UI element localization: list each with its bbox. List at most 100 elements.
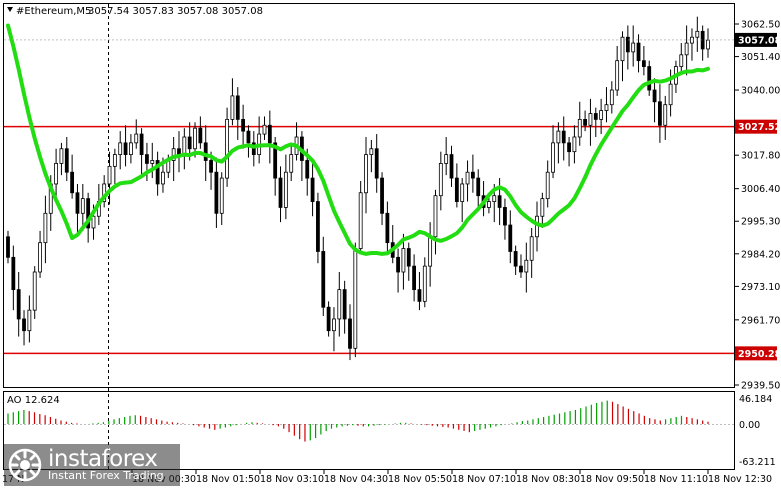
candle-body	[16, 289, 21, 320]
ohlc-readout: 3057.54 3057.83 3057.08 3057.08	[88, 6, 263, 17]
candle-body	[38, 242, 42, 273]
time-tick-label: 18 Nov 08:30	[516, 474, 580, 485]
candle-body	[497, 195, 502, 208]
candle-body	[139, 133, 144, 156]
candle-body	[364, 154, 368, 194]
candle-body	[487, 201, 491, 208]
ao-indicator-label: AO 12.624	[7, 395, 60, 406]
candle-body	[310, 177, 315, 202]
candle-body	[369, 148, 374, 156]
candle-body	[524, 259, 529, 273]
candle-body	[529, 236, 534, 261]
ao-tick-bottom: -63.211	[739, 457, 776, 468]
symbol-dropdown-icon[interactable]	[7, 7, 13, 12]
level-price-label: 3027.52	[738, 122, 781, 133]
price-tick-label: 3051.40	[741, 52, 780, 63]
candle-body	[663, 104, 668, 126]
candle-body	[86, 198, 91, 229]
candle-body	[182, 136, 187, 156]
candle-body	[219, 177, 224, 214]
level-price-badge	[735, 119, 777, 134]
candle-body	[107, 165, 112, 185]
candle-body	[577, 118, 582, 138]
candle-body	[283, 171, 288, 208]
instaforex-logo-icon	[8, 448, 42, 482]
candle-body	[503, 207, 507, 226]
candle-body	[273, 142, 278, 179]
candle-body	[209, 160, 213, 173]
price-tick-label: 2939.50	[741, 381, 780, 392]
candle-body	[422, 265, 427, 302]
candle-body	[171, 148, 176, 161]
candle-body	[262, 124, 267, 135]
candle-body	[332, 318, 336, 332]
moving-average-line	[6, 23, 710, 256]
candle-body	[64, 148, 69, 173]
price-tick-label: 3006.40	[741, 184, 780, 195]
candle-body	[129, 142, 133, 156]
price-axis: 3062.50 3051.40 3040.00 3017.80 3006.40 2995.…	[735, 20, 780, 392]
candle-body	[161, 171, 165, 185]
candle-body	[620, 36, 625, 62]
candle-body	[684, 42, 689, 56]
candle-body	[358, 192, 363, 249]
candle-body	[647, 66, 652, 91]
ao-histogram	[7, 400, 709, 442]
candle-body	[134, 133, 139, 144]
candle-body	[535, 215, 539, 238]
watermark-tagline: Instant Forex Trading	[48, 469, 164, 482]
candle-body	[267, 124, 272, 144]
candle-body	[652, 89, 657, 103]
price-tick-label: 2995.30	[741, 217, 780, 228]
candle-body	[316, 201, 320, 252]
candle-body	[321, 251, 326, 308]
candle-body	[187, 136, 192, 150]
candle-body	[508, 224, 513, 252]
candle-body	[230, 95, 235, 120]
candle-body	[374, 148, 379, 179]
candle-body	[465, 171, 470, 185]
candle-body	[401, 248, 406, 273]
time-tick-label: 18 Nov 09:50	[580, 474, 644, 485]
candle-body	[6, 236, 10, 258]
candle-body	[70, 171, 75, 194]
candle-body	[59, 148, 64, 164]
current-price-marker: 3057.08	[4, 32, 781, 47]
candle-body	[593, 113, 598, 120]
candle-body	[22, 318, 26, 332]
main-pane-frame	[3, 3, 735, 388]
candle-body	[54, 163, 58, 185]
candle-body	[80, 198, 85, 214]
candle-body	[32, 271, 37, 311]
candle-body	[278, 177, 283, 208]
candle-body	[241, 118, 246, 132]
candle-body	[43, 212, 48, 244]
candle-body	[396, 256, 400, 273]
candle-body	[492, 195, 497, 202]
candle-body	[636, 42, 641, 62]
candle-body	[348, 318, 352, 349]
candle-body	[625, 36, 630, 53]
candle-body	[385, 212, 390, 244]
candle-body	[551, 142, 555, 173]
time-tick-label: 18 Nov 04:30	[324, 474, 388, 485]
candle-body	[214, 171, 219, 214]
candle-body	[433, 195, 438, 238]
candle-body	[706, 39, 710, 50]
candle-body	[567, 142, 571, 153]
candle-body	[444, 154, 449, 164]
price-tick-label: 2961.70	[741, 315, 780, 326]
price-tick-label: 2973.10	[741, 282, 780, 293]
candle-body	[326, 306, 331, 332]
candle-body	[150, 160, 155, 164]
candle-body	[583, 118, 587, 126]
candle-body	[412, 265, 417, 291]
candle-body	[460, 183, 465, 202]
candle-body	[75, 192, 80, 214]
level-price-label: 2950.28	[738, 349, 781, 360]
candle-body	[203, 142, 208, 161]
candle-body	[604, 104, 609, 111]
candle-body	[476, 177, 481, 197]
